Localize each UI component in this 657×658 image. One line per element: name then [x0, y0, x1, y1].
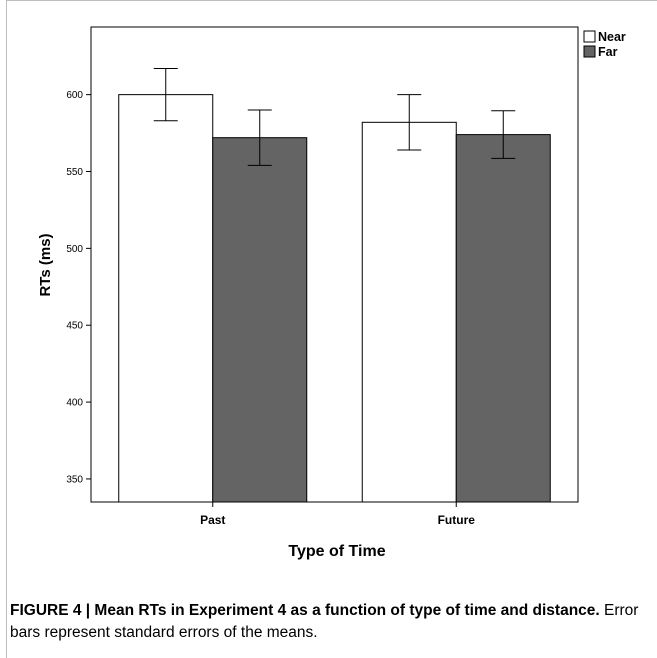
bar-chart: 350 400 450 500 550 600 Past Future RTs (ms) T… [37, 26, 626, 560]
error-bars [153, 68, 516, 166]
bar-near-past [118, 94, 214, 503]
bar-near-future [361, 121, 457, 503]
x-tick-label: Future [438, 513, 476, 527]
y-axis-label: RTs (ms) [37, 233, 54, 296]
y-tick-label: 500 [66, 244, 83, 255]
y-tick-label: 600 [66, 90, 83, 101]
y-axis: 350 400 450 500 550 600 [66, 90, 91, 485]
plot-area [90, 26, 579, 503]
legend-swatch-near [583, 30, 596, 43]
y-tick-label: 450 [66, 321, 83, 332]
figure-frame [6, 0, 657, 658]
y-tick-label: 550 [66, 167, 83, 178]
bar-far-past [212, 137, 308, 503]
caption-text: Error bars represent standard errors of … [10, 602, 639, 641]
y-tick-label: 400 [66, 398, 83, 409]
bar-far-future [455, 134, 551, 503]
legend-label-near: Near [598, 30, 626, 44]
x-axis: Past Future [200, 502, 475, 527]
x-axis-label: Type of Time [288, 543, 385, 560]
bars [118, 94, 551, 503]
legend-label-far: Far [598, 45, 618, 59]
y-tick-label: 350 [66, 474, 83, 485]
legend-swatch-far [583, 45, 596, 58]
figure-caption: FIGURE 4 | Mean RTs in Experiment 4 as a… [10, 600, 655, 644]
caption-label: FIGURE 4 | Mean RTs in Experiment 4 as a… [10, 602, 600, 619]
x-tick-label: Past [200, 513, 225, 527]
